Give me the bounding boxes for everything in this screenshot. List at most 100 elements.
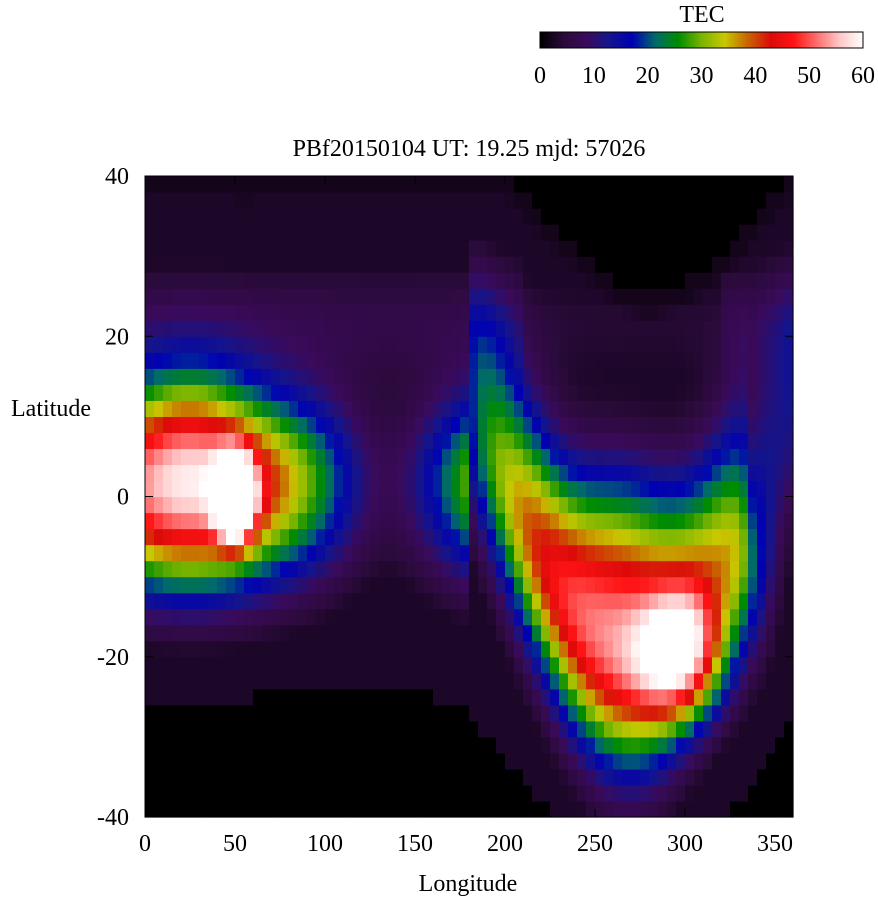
heatmap-cell (640, 656, 650, 674)
heatmap-cell (415, 224, 425, 241)
heatmap-cell (190, 320, 200, 337)
heatmap-cell (550, 288, 560, 305)
heatmap-cell (613, 192, 623, 209)
heatmap-cell (424, 640, 434, 658)
heatmap-cell (217, 304, 227, 321)
heatmap-cell (784, 768, 794, 786)
heatmap-cell (757, 432, 767, 450)
heatmap-cell (739, 384, 749, 401)
heatmap-cell (550, 608, 560, 626)
heatmap-cell (595, 272, 605, 289)
heatmap-cell (658, 400, 668, 417)
heatmap-cell (307, 752, 317, 770)
heatmap-cell (226, 608, 236, 626)
heatmap-cell (244, 432, 254, 450)
heatmap-cell (334, 368, 344, 385)
heatmap-cell (235, 400, 245, 417)
heatmap-cell (469, 656, 479, 674)
heatmap-cell (658, 544, 668, 562)
heatmap-cell (613, 384, 623, 401)
heatmap-cell (514, 192, 524, 209)
heatmap-cell (460, 240, 470, 257)
heatmap-cell (379, 752, 389, 770)
heatmap-cell (739, 256, 749, 273)
heatmap-cell (298, 576, 308, 594)
heatmap-cell (370, 240, 380, 257)
heatmap-cell (505, 208, 515, 225)
heatmap-cell (181, 192, 191, 209)
heatmap-cell (595, 784, 605, 802)
heatmap-cell (388, 640, 398, 658)
heatmap-cell (433, 336, 443, 353)
heatmap-cell (712, 208, 722, 225)
heatmap-cell (208, 736, 218, 754)
heatmap-cell (604, 416, 614, 434)
heatmap-cell (145, 320, 155, 337)
heatmap-cell (433, 480, 443, 498)
heatmap-cell (703, 800, 713, 818)
heatmap-cell (442, 736, 452, 754)
heatmap-cell (397, 320, 407, 337)
heatmap-cell (442, 480, 452, 498)
heatmap-cell (280, 272, 290, 289)
heatmap-cell (739, 240, 749, 257)
heatmap-cell (496, 704, 506, 722)
heatmap-cell (226, 256, 236, 273)
heatmap-cell (757, 592, 767, 610)
heatmap-cell (469, 720, 479, 738)
heatmap-cell (703, 368, 713, 385)
heatmap-cell (388, 192, 398, 209)
heatmap-cell (289, 224, 299, 241)
heatmap-cell (721, 624, 731, 642)
heatmap-cell (343, 208, 353, 225)
heatmap-cell (739, 176, 749, 193)
heatmap-cell (523, 320, 533, 337)
heatmap-cell (667, 640, 677, 658)
heatmap-cell (370, 480, 380, 498)
heatmap-cell (604, 336, 614, 353)
heatmap-cell (379, 352, 389, 369)
heatmap-cell (172, 528, 182, 546)
heatmap-cell (451, 688, 461, 706)
heatmap-cell (406, 640, 416, 658)
heatmap-cell (586, 384, 596, 401)
heatmap-cell (667, 784, 677, 802)
heatmap-cell (595, 288, 605, 305)
heatmap-cell (181, 208, 191, 225)
heatmap-cell (172, 480, 182, 498)
heatmap-cell (469, 352, 479, 369)
heatmap-cell (235, 560, 245, 578)
heatmap-cell (784, 448, 794, 466)
heatmap-cell (370, 496, 380, 514)
heatmap-cell (433, 224, 443, 241)
heatmap-cell (208, 224, 218, 241)
heatmap-cell (316, 688, 326, 706)
heatmap-cell (451, 800, 461, 818)
heatmap-cell (424, 720, 434, 738)
heatmap-cell (217, 640, 227, 658)
heatmap-cell (478, 256, 488, 273)
heatmap-cell (649, 592, 659, 610)
heatmap-cell (559, 496, 569, 514)
heatmap-cell (640, 272, 650, 289)
heatmap-cell (568, 432, 578, 450)
heatmap-cell (766, 464, 776, 482)
heatmap-cell (361, 496, 371, 514)
heatmap-cell (631, 320, 641, 337)
heatmap-cell (280, 256, 290, 273)
heatmap-cell (604, 368, 614, 385)
heatmap-cell (343, 192, 353, 209)
heatmap-cell (496, 320, 506, 337)
heatmap-cell (451, 240, 461, 257)
heatmap-cell (469, 768, 479, 786)
heatmap-cell (694, 624, 704, 642)
heatmap-cell (739, 496, 749, 514)
heatmap-cell (460, 544, 470, 562)
heatmap-cell (280, 576, 290, 594)
heatmap-cell (667, 608, 677, 626)
heatmap-cell (199, 576, 209, 594)
heatmap-cell (460, 400, 470, 417)
heatmap-cell (586, 560, 596, 578)
heatmap-cell (658, 640, 668, 658)
heatmap-cell (433, 384, 443, 401)
